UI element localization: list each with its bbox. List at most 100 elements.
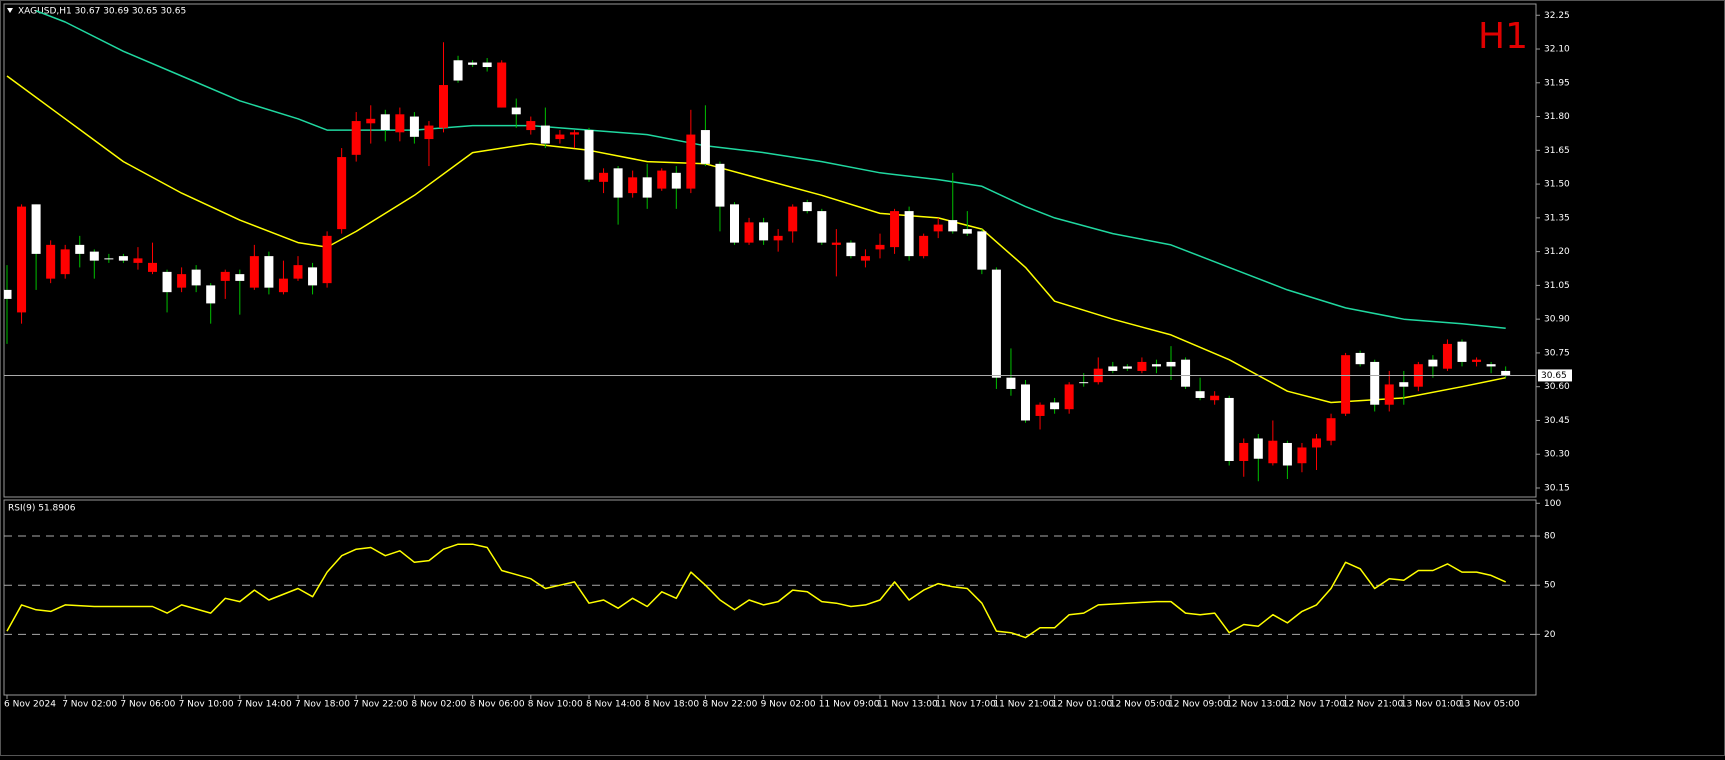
- y-tick-label: 50: [1544, 581, 1556, 591]
- y-tick-label: 31.50: [1544, 180, 1570, 190]
- y-tick-label: 30.15: [1544, 483, 1570, 493]
- y-tick-label: 30.75: [1544, 348, 1570, 358]
- x-tick-label: 13 Nov 01:00: [1401, 700, 1462, 710]
- x-tick-label: 7 Nov 18:00: [295, 700, 350, 710]
- x-tick-label: 7 Nov 10:00: [179, 700, 234, 710]
- candle-body: [395, 114, 405, 133]
- y-tick-label: 30.60: [1544, 382, 1570, 392]
- candle-body: [599, 172, 609, 182]
- candle-body: [409, 116, 419, 137]
- candle-body: [788, 206, 798, 232]
- candle-body: [366, 118, 376, 124]
- x-tick-label: 7 Nov 06:00: [120, 700, 175, 710]
- y-tick-label: 31.20: [1544, 247, 1570, 257]
- candle-body: [31, 204, 41, 254]
- candle-body: [1486, 364, 1496, 367]
- candle-body: [46, 244, 56, 279]
- candle-body: [569, 132, 579, 135]
- candle-body: [337, 157, 347, 230]
- candle-body: [890, 211, 900, 248]
- x-tick-label: 7 Nov 22:00: [353, 700, 408, 710]
- y-tick-label: 100: [1544, 499, 1561, 509]
- x-tick-label: 12 Nov 05:00: [1110, 700, 1171, 710]
- candle-body: [1501, 370, 1511, 376]
- candle-body: [977, 231, 987, 270]
- candle-body: [817, 211, 827, 243]
- candle-body: [671, 172, 681, 189]
- candle-body: [686, 134, 696, 189]
- moving-average: [6, 75, 1506, 404]
- candle-body: [1442, 343, 1452, 369]
- candle-body: [1137, 361, 1147, 371]
- last-price-box: [1538, 369, 1572, 382]
- x-tick-label: 8 Nov 06:00: [470, 700, 525, 710]
- x-tick-label: 6 Nov 2024: [4, 700, 56, 710]
- candle-body: [948, 220, 958, 232]
- candle-body: [60, 249, 70, 275]
- candle-body: [1079, 382, 1089, 384]
- menu-icon[interactable]: [7, 8, 13, 13]
- y-tick-label: 30.90: [1544, 315, 1570, 325]
- candle-body: [730, 204, 739, 243]
- x-tick-label: 11 Nov 13:00: [877, 700, 938, 710]
- x-tick-label: 9 Nov 02:00: [761, 700, 816, 710]
- candle-body: [118, 256, 128, 261]
- candle-body: [904, 211, 914, 257]
- x-tick-label: 8 Nov 10:00: [528, 700, 583, 710]
- rsi-line: [6, 543, 1507, 639]
- candle-body: [919, 235, 929, 257]
- x-tick-label: 8 Nov 18:00: [644, 700, 699, 710]
- candle-body: [1166, 361, 1176, 367]
- candle-body: [555, 134, 565, 140]
- candle-body: [933, 224, 943, 232]
- y-tick-label: 32.25: [1544, 11, 1570, 21]
- y-tick-label: 32.10: [1544, 45, 1570, 55]
- candle-body: [1064, 384, 1074, 410]
- candle-body: [1239, 442, 1249, 461]
- candle-body: [4, 289, 12, 299]
- candle-body: [1021, 384, 1030, 421]
- candle-body: [1312, 438, 1321, 448]
- x-tick-label: 12 Nov 13:00: [1226, 700, 1287, 710]
- x-tick-label: 11 Nov 21:00: [993, 700, 1054, 710]
- candle-body: [831, 242, 841, 245]
- candle-body: [860, 256, 870, 261]
- candle-body: [1370, 361, 1380, 405]
- y-tick-label: 31.80: [1544, 112, 1570, 122]
- candle-body: [177, 274, 187, 288]
- candle-body: [1384, 384, 1394, 405]
- candle-body: [715, 163, 725, 207]
- y-tick-label: 20: [1544, 630, 1556, 640]
- candle-body: [526, 121, 536, 131]
- candle-body: [628, 177, 638, 194]
- candle-body: [1224, 397, 1234, 461]
- x-tick-label: 11 Nov 09:00: [819, 700, 880, 710]
- x-tick-label: 8 Nov 02:00: [411, 700, 466, 710]
- candle-body: [89, 251, 99, 261]
- y-tick-label: 31.05: [1544, 281, 1570, 291]
- candle-body: [657, 170, 667, 189]
- candle-body: [875, 244, 885, 250]
- candle-body: [148, 262, 157, 272]
- symbol-title: XAGUSD,H1 30.67 30.69 30.65 30.65: [18, 7, 186, 17]
- y-tick-label: 30.30: [1544, 450, 1570, 460]
- candle-body: [584, 130, 594, 180]
- candle-body: [453, 60, 463, 81]
- candle-body: [1122, 366, 1132, 369]
- candle-body: [1355, 352, 1365, 365]
- x-tick-label: 7 Nov 02:00: [62, 700, 117, 710]
- candle-body: [380, 114, 390, 131]
- candle-body: [497, 62, 507, 108]
- candle-body: [1457, 341, 1467, 362]
- candle-body: [162, 271, 172, 293]
- candle-body: [1297, 447, 1307, 464]
- x-tick-label: 12 Nov 21:00: [1343, 700, 1404, 710]
- candle-body: [235, 274, 245, 281]
- candle-body: [1253, 438, 1263, 459]
- candle-body: [1326, 418, 1336, 441]
- candle-body: [308, 267, 318, 286]
- x-tick-label: 12 Nov 01:00: [1052, 700, 1113, 710]
- candle-body: [17, 206, 27, 313]
